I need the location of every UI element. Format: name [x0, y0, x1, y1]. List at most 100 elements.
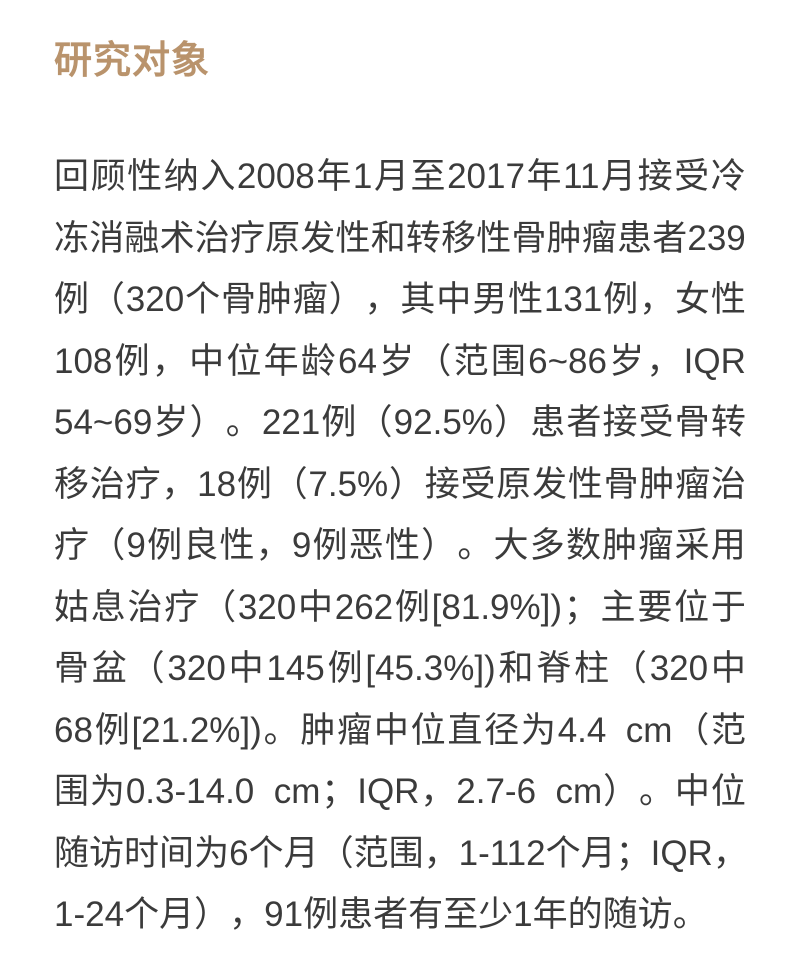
- text-token: ，: [229, 895, 265, 934]
- text-token: 7.5%: [308, 464, 389, 504]
- text-line: 回顾性纳入 2008 年 1 月至 2017 年 11 月接受冷: [54, 146, 746, 208]
- text-token: 范: [353, 833, 389, 873]
- text-token: 瘤: [638, 526, 674, 565]
- text-token: 个: [248, 833, 284, 873]
- text-token: 例: [114, 341, 150, 381]
- text-token: 肿: [300, 710, 336, 750]
- text-token: 。: [263, 710, 299, 750]
- text-line: 54~69 岁）。 221 例（92.5%）患者接受骨转: [54, 392, 746, 454]
- text-token: 范: [453, 341, 489, 381]
- text-token: （: [318, 833, 354, 873]
- text-token: 91: [264, 895, 304, 934]
- text-token: 例: [147, 526, 183, 565]
- text-token: 龄: [300, 341, 336, 381]
- text-token: 例: [303, 895, 339, 934]
- text-token: 治: [127, 587, 163, 627]
- text-token: 随: [602, 895, 638, 934]
- text-token: 性: [567, 464, 603, 504]
- text-token: 瘤: [581, 218, 617, 258]
- text-token: 时: [124, 833, 160, 873]
- text-token: 。: [225, 403, 261, 442]
- text-token: 1-112: [458, 833, 546, 873]
- text-token: ，: [151, 341, 187, 381]
- text-token: 围: [54, 772, 90, 811]
- text-token: 性: [335, 218, 371, 258]
- text-token: 。: [457, 526, 493, 565]
- text-token: 入: [200, 157, 236, 196]
- text-token: ，: [646, 341, 682, 381]
- text-line: 围为 0.3-14.0 cm； IQR， 2.7-6 cm）。中位: [54, 761, 746, 823]
- text-line: 108 例，中位年龄 64 岁（范围 6~86 岁， IQR: [54, 331, 746, 393]
- text-token: 中: [436, 280, 472, 319]
- text-token: 239: [687, 218, 746, 258]
- text-token: 320: [649, 649, 709, 688]
- text-token: 肿: [546, 218, 582, 258]
- text-token: 主: [600, 587, 636, 627]
- text-token: 移: [54, 464, 90, 504]
- text-token: 有: [408, 895, 444, 934]
- text-token: 良: [183, 526, 219, 565]
- text-token: 中: [297, 587, 333, 627]
- text-token: 骨: [674, 403, 710, 442]
- text-token: 131: [543, 280, 603, 319]
- text-token: 0.3-14.0 cm: [125, 772, 321, 811]
- text-token: 中: [674, 772, 710, 811]
- text-token: [81.9%]): [431, 587, 563, 627]
- text-token: 9: [291, 526, 312, 565]
- text-token: 年: [526, 157, 562, 196]
- text-token: 64: [338, 341, 377, 381]
- text-token: 320: [125, 280, 185, 319]
- text-token: 回: [54, 157, 90, 196]
- text-token: 受: [638, 403, 674, 442]
- text-line: 骨盆（320 中 145 例 [45.3%]) 和脊柱（320 中: [54, 638, 746, 700]
- text-token: 月: [283, 833, 319, 873]
- text-token: 转: [710, 403, 746, 442]
- text-token: 围: [388, 833, 424, 873]
- text-token: ，: [423, 833, 459, 873]
- text-token: ）: [194, 895, 230, 934]
- text-token: 围: [490, 341, 526, 381]
- text-token: 径: [484, 710, 520, 750]
- text-token: 发: [532, 464, 568, 504]
- text-token: 例: [236, 464, 272, 504]
- text-token: 瘤: [292, 280, 328, 319]
- text-token: ；: [615, 833, 651, 873]
- text-token: 姑: [54, 587, 90, 627]
- text-token: 男: [472, 280, 508, 319]
- text-token: 恶: [348, 526, 384, 565]
- text-token: 年: [316, 157, 352, 196]
- text-token: 瘤: [675, 464, 711, 504]
- text-token: 直: [447, 710, 483, 750]
- text-token: 冻: [54, 218, 90, 258]
- text-token: 访: [637, 895, 673, 934]
- text-token: ）: [603, 772, 639, 811]
- text-token: 疗: [54, 526, 90, 565]
- text-token: 位: [674, 587, 710, 627]
- text-token: 疗: [125, 464, 161, 504]
- text-token: 至: [443, 895, 479, 934]
- text-token: 4.4 cm: [557, 710, 673, 750]
- text-token: 性: [476, 218, 512, 258]
- text-token: 接: [602, 403, 638, 442]
- text-token: 骨: [603, 464, 639, 504]
- text-token: （: [89, 280, 125, 319]
- text-token: 于: [710, 587, 746, 627]
- text-token: 患: [617, 218, 653, 258]
- text-token: 性: [508, 280, 544, 319]
- text-token: （: [272, 464, 308, 504]
- text-token: 范: [710, 710, 746, 750]
- text-token: 。: [672, 895, 708, 934]
- text-line: 移治疗， 18 例（7.5%）接受原发性骨肿瘤治: [54, 454, 746, 516]
- text-token: ）: [189, 403, 225, 442]
- text-token: 位: [710, 772, 746, 811]
- text-token: 用: [710, 526, 746, 565]
- text-token: 治: [194, 218, 230, 258]
- text-token: 108: [54, 341, 113, 381]
- text-token: 随: [54, 833, 90, 873]
- text-token: 例: [312, 526, 348, 565]
- text-token: 岁: [379, 341, 415, 381]
- text-token: 患: [530, 403, 566, 442]
- text-token: 位: [410, 710, 446, 750]
- text-token: 纳: [163, 157, 199, 196]
